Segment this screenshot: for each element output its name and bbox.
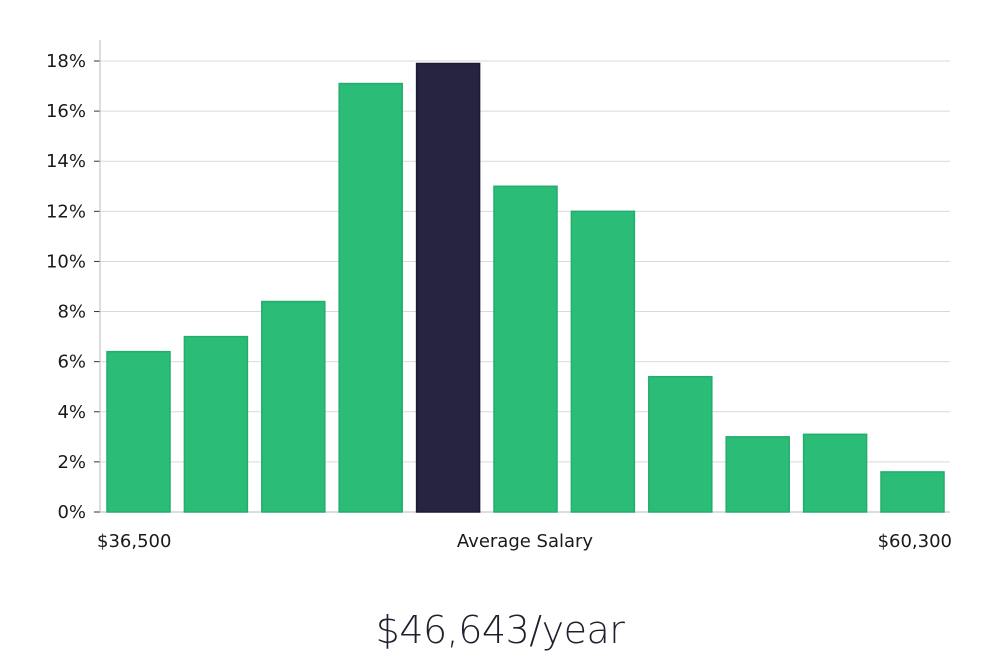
bar-average-salary (415, 62, 481, 513)
bar (183, 335, 249, 513)
y-tick-labels: 0% 2% 4% 6% 8% 10% 12% 14% 16% 18% (46, 51, 86, 523)
y-tick-label: 12% (46, 201, 86, 222)
salary-distribution-chart: 0% 2% 4% 6% 8% 10% 12% 14% 16% 18% $36,500 Averag… (46, 40, 952, 552)
y-tick-label: 8% (57, 302, 86, 323)
bar (338, 82, 403, 513)
y-tick-label: 16% (46, 101, 86, 122)
y-tick-label: 6% (57, 352, 86, 373)
y-tick-label: 0% (57, 502, 86, 523)
x-label-center: Average Salary (457, 531, 594, 552)
y-tick-label: 10% (46, 251, 86, 272)
bar (725, 436, 790, 513)
average-salary-value: $46,643/year (375, 608, 625, 652)
x-label-max: $60,300 (878, 531, 952, 552)
bar (261, 300, 326, 513)
bar (648, 375, 713, 513)
bar (106, 350, 171, 513)
bar (802, 433, 868, 513)
x-labels: $36,500 Average Salary $60,300 (97, 531, 952, 552)
bar (493, 185, 558, 513)
y-tick-label: 18% (46, 51, 86, 72)
y-tick-label: 14% (46, 151, 86, 172)
y-tick-label: 4% (57, 402, 86, 423)
y-tick-label: 2% (57, 452, 86, 473)
x-label-min: $36,500 (97, 531, 171, 552)
bar (570, 210, 636, 513)
bar (880, 471, 945, 513)
bars (106, 62, 945, 513)
